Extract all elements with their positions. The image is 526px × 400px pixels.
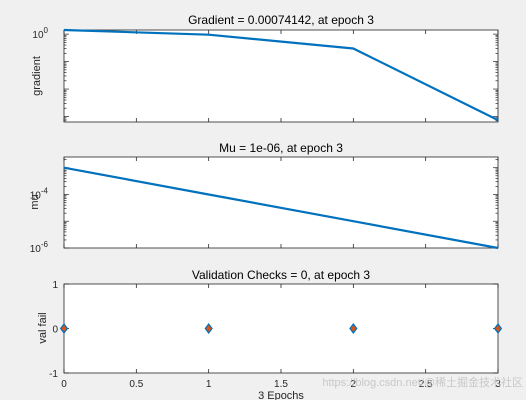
gradient-title: Gradient = 0.00074142, at epoch 3 — [188, 13, 374, 27]
mu-title: Mu = 1e-06, at epoch 3 — [219, 141, 343, 155]
gradient-axes-box — [63, 29, 499, 123]
y-tick-label: -1 — [49, 369, 58, 380]
mu-ylabel: mu — [29, 194, 41, 209]
x-tick-label: 1.5 — [274, 379, 288, 390]
x-tick-label: 0 — [61, 379, 67, 390]
y-tick-label: 1 — [52, 280, 58, 291]
gradient-xticks — [63, 30, 499, 122]
mu-line — [63, 166, 499, 250]
x-tick-label: 1 — [206, 379, 212, 390]
y-tick-label: 0 — [52, 325, 58, 336]
val-fail-point — [59, 323, 69, 334]
watermark-text: https://blog.csdn.net/@稀土掘金技术社区 — [322, 375, 523, 389]
gradient-subplot: Gradient = 0.00074142, at epoch 3 gradie… — [31, 13, 499, 123]
val-fail-point — [349, 323, 358, 334]
val-fail-subplot: Validation Checks = 0, at epoch 3 val fa… — [37, 268, 503, 400]
val-fail-title: Validation Checks = 0, at epoch 3 — [192, 268, 371, 282]
val-fail-xlabel: 3 Epochs — [258, 390, 304, 400]
mu-subplot: Mu = 1e-06, at epoch 3 mu 10-410-6 — [29, 141, 499, 255]
val-fail-axes-box — [63, 283, 499, 374]
val-fail-ylabel: val fail — [37, 312, 49, 343]
x-tick-label: 0.5 — [129, 379, 143, 390]
gradient-ylabel: gradient — [31, 56, 43, 96]
val-fail-yticks: -1 0 1 — [49, 280, 498, 380]
gradient-line — [63, 28, 499, 122]
x-tick-label: 2 — [351, 379, 357, 390]
val-fail-point — [204, 323, 213, 334]
val-fail-point — [493, 323, 503, 334]
x-tick-label: 2.5 — [419, 379, 433, 390]
val-fail-markers — [59, 323, 503, 334]
gradient-yticks: 100 — [32, 26, 498, 122]
val-fail-xticks: 0 0.5 1 1.5 2 2.5 3 — [61, 284, 501, 390]
x-tick-label: 3 — [495, 379, 501, 390]
mu-axes-box — [63, 156, 499, 249]
